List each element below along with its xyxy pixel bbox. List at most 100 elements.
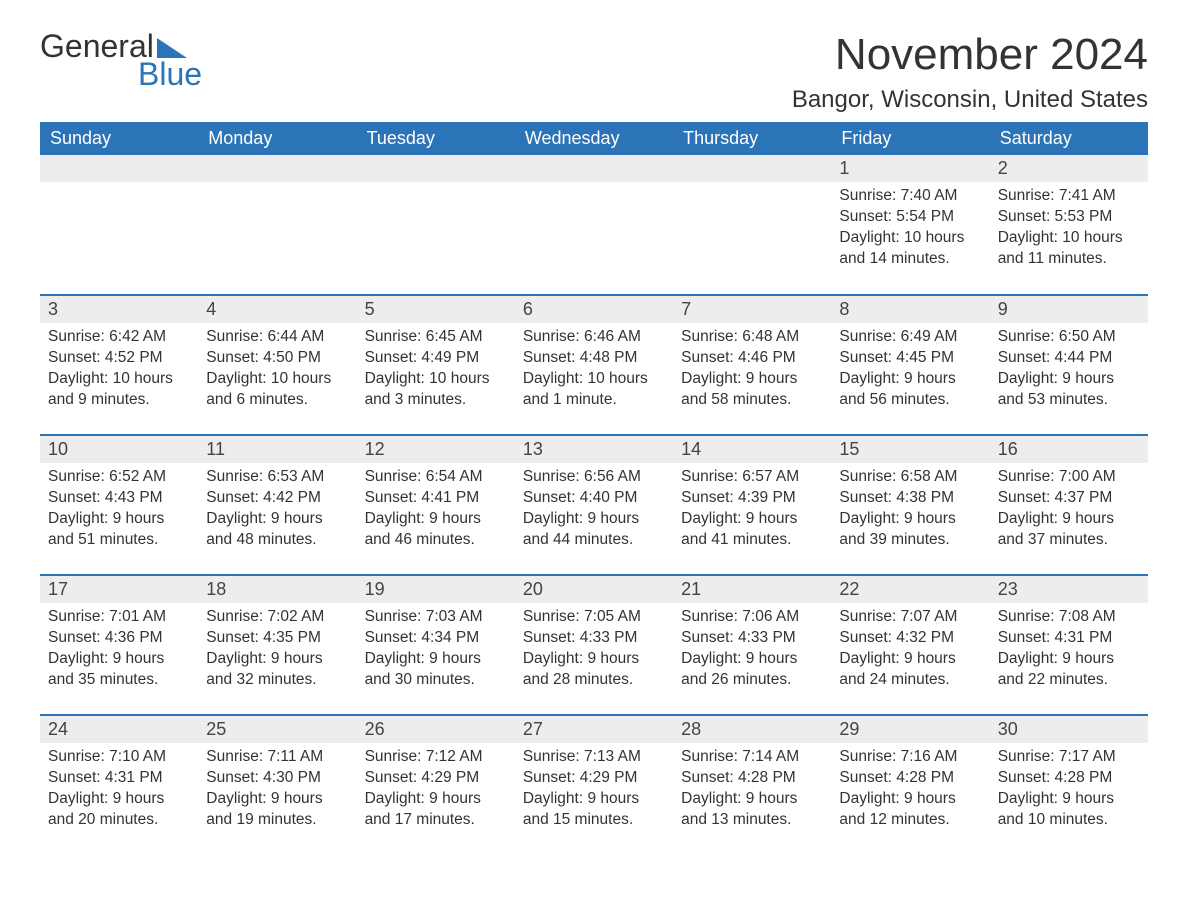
day-details: Sunrise: 6:56 AMSunset: 4:40 PMDaylight:… [515,463,673,561]
sunrise-line: Sunrise: 7:00 AM [998,467,1140,488]
day-details: Sunrise: 6:54 AMSunset: 4:41 PMDaylight:… [357,463,515,561]
sunset-line: Sunset: 4:40 PM [523,488,665,509]
day-details: Sunrise: 7:12 AMSunset: 4:29 PMDaylight:… [357,743,515,841]
calendar-cell: 22Sunrise: 7:07 AMSunset: 4:32 PMDayligh… [831,575,989,715]
day-number: 25 [198,716,356,743]
day-number: 10 [40,436,198,463]
day-details: Sunrise: 7:13 AMSunset: 4:29 PMDaylight:… [515,743,673,841]
day-number: 12 [357,436,515,463]
day-number: 21 [673,576,831,603]
day-number: 18 [198,576,356,603]
calendar-cell: 17Sunrise: 7:01 AMSunset: 4:36 PMDayligh… [40,575,198,715]
calendar-cell: 18Sunrise: 7:02 AMSunset: 4:35 PMDayligh… [198,575,356,715]
day-number: 16 [990,436,1148,463]
day-details: Sunrise: 7:00 AMSunset: 4:37 PMDaylight:… [990,463,1148,561]
calendar-cell: 10Sunrise: 6:52 AMSunset: 4:43 PMDayligh… [40,435,198,575]
day-details: Sunrise: 7:10 AMSunset: 4:31 PMDaylight:… [40,743,198,841]
daylight-line: Daylight: 9 hours and 13 minutes. [681,789,823,831]
day-details: Sunrise: 7:05 AMSunset: 4:33 PMDaylight:… [515,603,673,701]
day-number: 20 [515,576,673,603]
sunrise-line: Sunrise: 6:50 AM [998,327,1140,348]
day-number: 17 [40,576,198,603]
calendar-cell: 29Sunrise: 7:16 AMSunset: 4:28 PMDayligh… [831,715,989,855]
day-details: Sunrise: 6:52 AMSunset: 4:43 PMDaylight:… [40,463,198,561]
sunset-line: Sunset: 4:43 PM [48,488,190,509]
sunset-line: Sunset: 4:37 PM [998,488,1140,509]
daylight-line: Daylight: 9 hours and 15 minutes. [523,789,665,831]
calendar-cell: 11Sunrise: 6:53 AMSunset: 4:42 PMDayligh… [198,435,356,575]
day-number: 30 [990,716,1148,743]
calendar-cell: 20Sunrise: 7:05 AMSunset: 4:33 PMDayligh… [515,575,673,715]
day-number: 26 [357,716,515,743]
day-details: Sunrise: 7:01 AMSunset: 4:36 PMDaylight:… [40,603,198,701]
sunset-line: Sunset: 4:46 PM [681,348,823,369]
daylight-line: Daylight: 9 hours and 17 minutes. [365,789,507,831]
sunset-line: Sunset: 4:38 PM [839,488,981,509]
sunset-line: Sunset: 4:48 PM [523,348,665,369]
daylight-line: Daylight: 9 hours and 41 minutes. [681,509,823,551]
sunrise-line: Sunrise: 6:49 AM [839,327,981,348]
day-number: 8 [831,296,989,323]
calendar-cell: 6Sunrise: 6:46 AMSunset: 4:48 PMDaylight… [515,295,673,435]
calendar-cell: 27Sunrise: 7:13 AMSunset: 4:29 PMDayligh… [515,715,673,855]
calendar-header-row: SundayMondayTuesdayWednesdayThursdayFrid… [40,122,1148,155]
day-number: 1 [831,155,989,182]
calendar-cell: 16Sunrise: 7:00 AMSunset: 4:37 PMDayligh… [990,435,1148,575]
sunset-line: Sunset: 4:31 PM [48,768,190,789]
sunset-line: Sunset: 4:30 PM [206,768,348,789]
sunrise-line: Sunrise: 6:54 AM [365,467,507,488]
calendar-cell: 23Sunrise: 7:08 AMSunset: 4:31 PMDayligh… [990,575,1148,715]
daylight-line: Daylight: 9 hours and 39 minutes. [839,509,981,551]
day-details: Sunrise: 7:17 AMSunset: 4:28 PMDaylight:… [990,743,1148,841]
day-number: 28 [673,716,831,743]
day-details: Sunrise: 6:50 AMSunset: 4:44 PMDaylight:… [990,323,1148,421]
daylight-line: Daylight: 9 hours and 28 minutes. [523,649,665,691]
calendar-cell: 1Sunrise: 7:40 AMSunset: 5:54 PMDaylight… [831,155,989,295]
day-details: Sunrise: 7:14 AMSunset: 4:28 PMDaylight:… [673,743,831,841]
sunrise-line: Sunrise: 7:11 AM [206,747,348,768]
calendar-cell: 7Sunrise: 6:48 AMSunset: 4:46 PMDaylight… [673,295,831,435]
day-number: 19 [357,576,515,603]
sunrise-line: Sunrise: 7:17 AM [998,747,1140,768]
daylight-line: Daylight: 9 hours and 58 minutes. [681,369,823,411]
daylight-line: Daylight: 9 hours and 32 minutes. [206,649,348,691]
sunset-line: Sunset: 4:28 PM [998,768,1140,789]
daylight-line: Daylight: 9 hours and 20 minutes. [48,789,190,831]
calendar-cell: 4Sunrise: 6:44 AMSunset: 4:50 PMDaylight… [198,295,356,435]
day-details: Sunrise: 7:08 AMSunset: 4:31 PMDaylight:… [990,603,1148,701]
sunrise-line: Sunrise: 7:12 AM [365,747,507,768]
sunrise-line: Sunrise: 7:10 AM [48,747,190,768]
day-number: 22 [831,576,989,603]
daylight-line: Daylight: 9 hours and 46 minutes. [365,509,507,551]
daylight-line: Daylight: 10 hours and 1 minute. [523,369,665,411]
daylight-line: Daylight: 9 hours and 48 minutes. [206,509,348,551]
day-header: Wednesday [515,122,673,155]
day-details: Sunrise: 6:45 AMSunset: 4:49 PMDaylight:… [357,323,515,421]
sunrise-line: Sunrise: 7:14 AM [681,747,823,768]
logo-word-blue: Blue [40,58,202,90]
day-header: Sunday [40,122,198,155]
calendar-cell [515,155,673,295]
sunset-line: Sunset: 4:50 PM [206,348,348,369]
sunrise-line: Sunrise: 6:52 AM [48,467,190,488]
sunset-line: Sunset: 5:54 PM [839,207,981,228]
daylight-line: Daylight: 10 hours and 6 minutes. [206,369,348,411]
calendar-cell [40,155,198,295]
day-details: Sunrise: 7:41 AMSunset: 5:53 PMDaylight:… [990,182,1148,280]
calendar-week: 3Sunrise: 6:42 AMSunset: 4:52 PMDaylight… [40,295,1148,435]
sunrise-line: Sunrise: 6:53 AM [206,467,348,488]
daylight-line: Daylight: 9 hours and 22 minutes. [998,649,1140,691]
day-header: Saturday [990,122,1148,155]
sunrise-line: Sunrise: 6:58 AM [839,467,981,488]
sunset-line: Sunset: 4:44 PM [998,348,1140,369]
daylight-line: Daylight: 9 hours and 53 minutes. [998,369,1140,411]
sunrise-line: Sunrise: 7:13 AM [523,747,665,768]
day-number: 24 [40,716,198,743]
day-details: Sunrise: 7:40 AMSunset: 5:54 PMDaylight:… [831,182,989,280]
location-subtitle: Bangor, Wisconsin, United States [792,86,1148,114]
title-block: November 2024 Bangor, Wisconsin, United … [792,30,1148,114]
calendar-cell: 21Sunrise: 7:06 AMSunset: 4:33 PMDayligh… [673,575,831,715]
calendar-cell [198,155,356,295]
sunset-line: Sunset: 4:33 PM [523,628,665,649]
daylight-line: Daylight: 10 hours and 9 minutes. [48,369,190,411]
